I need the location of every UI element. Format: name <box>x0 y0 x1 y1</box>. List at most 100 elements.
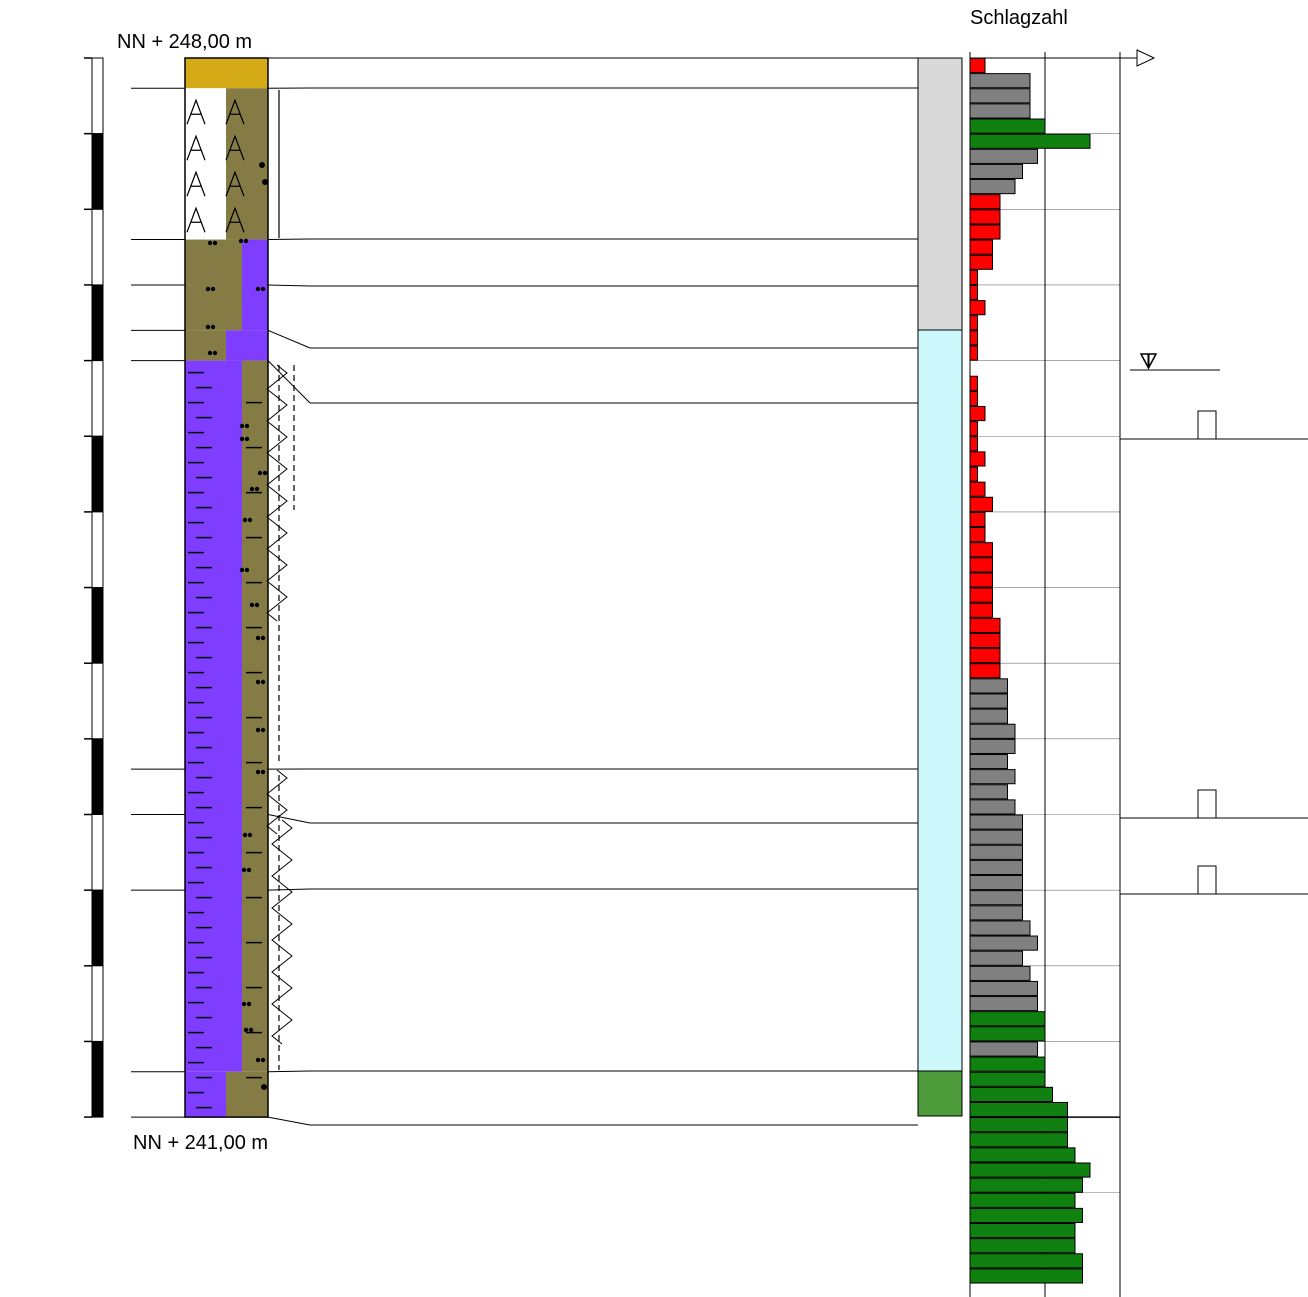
silt-dot <box>254 602 260 608</box>
schlagzahl-bar <box>969 1268 1083 1284</box>
silt-dot <box>260 1057 266 1063</box>
scale-segment <box>91 133 104 210</box>
scale-segment <box>91 57 104 135</box>
fill-clay-left <box>185 88 226 240</box>
scale-segment <box>91 284 104 362</box>
sample-box-icon <box>1197 410 1217 440</box>
schlagzahl-bar <box>969 708 1008 724</box>
schlagzahl-bar <box>969 799 1016 815</box>
schlagzahl-bar <box>969 148 1038 164</box>
silt-dot <box>207 350 213 356</box>
silt-dot <box>249 602 255 608</box>
bottom-elevation-label: NN + 241,00 m <box>133 1132 268 1154</box>
schlagzahl-bar <box>969 73 1031 89</box>
silt-dot <box>243 1027 249 1033</box>
silt-dot <box>262 470 268 476</box>
axis-arrow <box>1136 49 1156 67</box>
fill-symbol <box>225 134 245 161</box>
silt-dot <box>248 1027 254 1033</box>
schlagzahl-bar <box>969 859 1023 876</box>
silt-dot <box>242 517 248 523</box>
connector-line <box>267 284 311 287</box>
schlagzahl-bar <box>969 163 1023 180</box>
schlagzahl-bar <box>969 542 993 558</box>
silt-dot <box>207 240 213 246</box>
schlagzahl-bar <box>969 905 1023 921</box>
silt-dot <box>246 867 252 873</box>
silt-dot <box>249 486 255 492</box>
schlagzahl-bar <box>969 118 1046 134</box>
schlagzahl-bar <box>969 1011 1046 1027</box>
schlagzahl-bar <box>969 602 993 618</box>
silt-dot <box>260 679 266 685</box>
silt-dot <box>205 324 211 330</box>
schlagzahl-bar <box>969 1041 1038 1057</box>
schlagzahl-bar <box>969 1132 1068 1148</box>
connector-line <box>267 814 311 824</box>
moisture-wave <box>266 364 288 622</box>
schlagzahl-bar <box>969 421 978 437</box>
schlagzahl-bar <box>969 58 986 74</box>
scale-segment <box>91 889 104 967</box>
connector-line <box>267 329 311 349</box>
fill-symbol <box>186 206 206 233</box>
schlagzahl-bar <box>969 753 1008 770</box>
schlagzahl-bar <box>969 330 978 346</box>
schlagzahl-bar <box>969 738 1016 754</box>
silt-dot <box>244 423 250 429</box>
schlagzahl-bar <box>969 451 986 467</box>
scale-segment <box>91 965 104 1042</box>
fill-symbol <box>225 206 245 233</box>
silt-dot <box>241 1001 247 1007</box>
layer-descriptions <box>131 57 918 1126</box>
scale-segment <box>91 1040 104 1118</box>
silt-dot <box>243 238 249 244</box>
silt-dot <box>260 635 266 641</box>
keuper-fill-right <box>226 1071 268 1118</box>
scale-segment <box>91 208 104 286</box>
schlagzahl-bar <box>969 935 1038 951</box>
schlagzahl-bar <box>969 1238 1076 1254</box>
schlagzahl-bar <box>969 239 993 255</box>
silt-dot <box>260 727 266 733</box>
schlagzahl-bar <box>969 1177 1083 1193</box>
schlagzahl-bar <box>969 769 1016 785</box>
schlagzahl-bar <box>969 950 1023 966</box>
schlagzahl-bar <box>969 390 978 406</box>
schlagzahl-bar <box>969 980 1038 997</box>
schlagzahl-bar <box>969 1162 1091 1178</box>
silt-dot <box>255 635 261 641</box>
silt-dot <box>247 832 253 838</box>
silt-dot <box>260 769 266 775</box>
top-elevation-label: NN + 248,00 m <box>117 31 252 53</box>
sample-box-icon <box>1197 789 1217 819</box>
stratigraphy-column <box>917 57 963 1117</box>
soil-column <box>184 57 295 1118</box>
silt-dot <box>242 832 248 838</box>
silt-dot <box>239 423 245 429</box>
fill-symbol <box>225 170 245 197</box>
schlagzahl-bar <box>969 1147 1076 1163</box>
scale-segment <box>91 511 104 589</box>
silt-dot <box>210 324 216 330</box>
schlagzahl-bar <box>969 920 1031 936</box>
schlagzahl-bar <box>969 1253 1083 1269</box>
silt-dot <box>247 517 253 523</box>
schlagzahl-bar <box>969 284 978 301</box>
schlagzahl-bar <box>969 224 1001 240</box>
schlagzahl-bar <box>969 179 1016 195</box>
silt-dot <box>239 567 245 573</box>
schlagzahl-bar <box>969 784 1008 800</box>
silt-dot <box>244 436 250 442</box>
elevation-scale <box>84 57 104 1118</box>
fill-symbol <box>225 98 245 125</box>
schlagzahl-bar <box>969 345 978 361</box>
silt-dot <box>255 769 261 775</box>
silt-dot <box>244 567 250 573</box>
schlagzahl-bar <box>969 723 1016 739</box>
schlagzahl-bar <box>969 890 1023 906</box>
schlagzahl-bar <box>969 1071 1046 1087</box>
silt-dot <box>255 727 261 733</box>
schlagzahl-bar <box>969 1101 1068 1118</box>
